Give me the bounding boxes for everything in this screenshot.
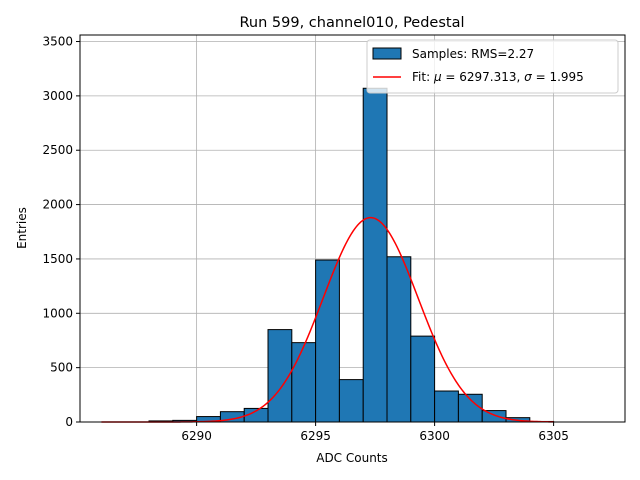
legend-label-fit: Fit: μ = 6297.313, σ = 1.995 xyxy=(412,70,584,84)
x-axis-label: ADC Counts xyxy=(316,451,388,465)
histogram-bar-9 xyxy=(362,87,388,423)
y-tick-label-2: 1000 xyxy=(42,306,73,320)
histogram-bars xyxy=(148,87,555,423)
y-tick-label-0: 0 xyxy=(65,415,73,429)
y-axis-ticks: 0 500 1000 1500 2000 2500 3000 3500 xyxy=(42,35,80,429)
legend-fit-sigma-symbol: σ xyxy=(524,70,532,84)
y-tick-label-3: 1500 xyxy=(42,252,73,266)
histogram-bar-8 xyxy=(338,379,364,423)
plot-frame xyxy=(79,34,626,423)
histogram-bar-10 xyxy=(386,256,412,423)
legend-fit-mu-symbol: μ xyxy=(433,70,442,84)
histogram-bar-12 xyxy=(434,390,459,423)
x-tick-label-3: 6305 xyxy=(538,429,569,443)
histogram-bar-6 xyxy=(291,342,317,423)
y-axis-label: Entries xyxy=(15,207,29,249)
y-tick-label-6: 3000 xyxy=(42,89,73,103)
y-tick-label-5: 2500 xyxy=(42,143,73,157)
legend-fit-prefix: Fit: xyxy=(412,70,434,84)
legend-fit-mu-text: = 6297.313, xyxy=(442,70,525,84)
y-tick-label-4: 2000 xyxy=(42,198,73,212)
legend-box xyxy=(366,39,619,94)
x-tick-label-2: 6300 xyxy=(419,429,450,443)
legend-fit-sigma-text: = 1.995 xyxy=(532,70,584,84)
x-tick-label-1: 6295 xyxy=(300,429,331,443)
legend-label-samples: Samples: RMS=2.27 xyxy=(412,47,534,61)
histogram-bar-7 xyxy=(315,259,340,423)
histogram-bar-11 xyxy=(410,335,436,423)
y-tick-label-1: 500 xyxy=(50,361,73,375)
chart-title: Run 599, channel010, Pedestal xyxy=(239,15,464,31)
histogram-bar-14 xyxy=(481,410,507,423)
x-tick-label-0: 6290 xyxy=(181,429,212,443)
y-tick-label-7: 3500 xyxy=(42,35,73,49)
x-axis-ticks: 6290 6295 6300 6305 xyxy=(181,422,569,443)
legend: Samples: RMS=2.27 Fit: μ = 6297.313, σ =… xyxy=(366,39,619,94)
legend-patch-samples xyxy=(372,47,402,60)
